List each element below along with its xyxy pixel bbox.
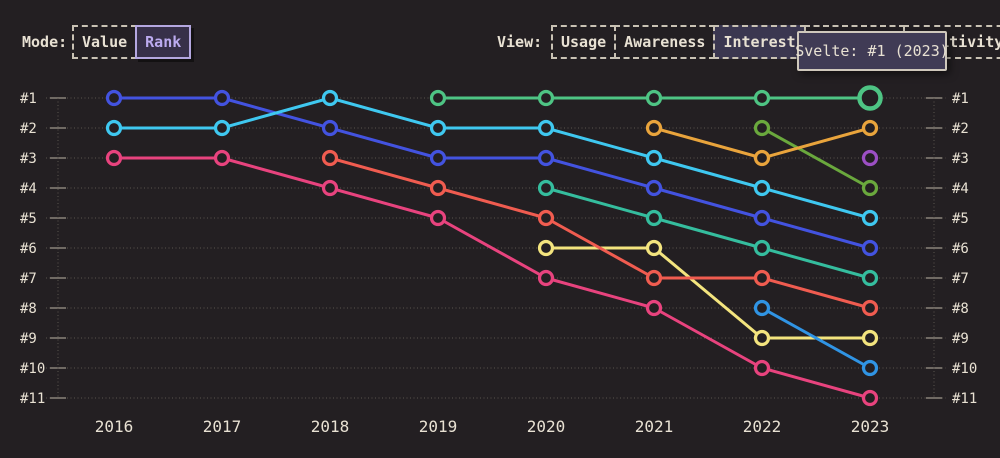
mode-button-group: Value Rank (72, 25, 192, 59)
data-point-salmon[interactable] (321, 149, 339, 167)
year-label: 2017 (203, 417, 242, 436)
data-point-blue[interactable] (429, 149, 447, 167)
rank-label-right: #2 (952, 121, 969, 137)
data-point-pink[interactable] (213, 149, 231, 167)
rank-label-right: #6 (952, 241, 969, 257)
year-label: 2023 (851, 417, 890, 436)
rank-label-left: #2 (20, 121, 37, 137)
data-point-cyan[interactable] (861, 209, 879, 227)
data-point-blue[interactable] (105, 89, 123, 107)
data-point-cyan[interactable] (537, 119, 555, 137)
series-line-dodger-blue (760, 306, 872, 370)
year-label: 2022 (743, 417, 782, 436)
data-point-pink[interactable] (537, 269, 555, 287)
data-point-cyan[interactable] (645, 149, 663, 167)
data-point-teal[interactable] (861, 269, 879, 287)
series-line-teal (544, 186, 872, 280)
rank-label-left: #7 (20, 271, 37, 287)
rank-label-right: #9 (952, 331, 969, 347)
rank-label-right: #7 (952, 271, 969, 287)
data-point-blue[interactable] (861, 239, 879, 257)
rank-label-right: #3 (952, 151, 969, 167)
data-point-cyan[interactable] (753, 179, 771, 197)
rank-label-right: #4 (952, 181, 969, 197)
data-point-apple-green[interactable] (753, 119, 771, 137)
data-point-teal[interactable] (537, 179, 555, 197)
mode-button-value[interactable]: Value (72, 25, 138, 59)
rank-label-left: #5 (20, 211, 37, 227)
data-point-dodger-blue[interactable] (861, 359, 879, 377)
svelte-rank-tooltip: Svelte: #1 (2023) (795, 31, 949, 71)
data-point-salmon[interactable] (537, 209, 555, 227)
data-point-svelte[interactable] (429, 89, 447, 107)
view-button-awareness[interactable]: Awareness (614, 25, 716, 59)
year-label: 2016 (95, 417, 134, 436)
series-line-apple-green (760, 126, 872, 190)
year-label: 2020 (527, 417, 566, 436)
data-point-svelte[interactable] (537, 89, 555, 107)
rank-label-left: #3 (20, 151, 37, 167)
rank-label-left: #9 (20, 331, 37, 347)
mode-button-rank[interactable]: Rank (135, 25, 192, 59)
data-point-yellow[interactable] (537, 239, 555, 257)
data-point-apple-green[interactable] (861, 179, 879, 197)
rank-label-left: #10 (20, 361, 45, 377)
data-point-yellow[interactable] (645, 239, 663, 257)
data-point-yellow[interactable] (861, 329, 879, 347)
rank-label-left: #8 (20, 301, 37, 317)
view-label: View: (497, 33, 543, 51)
data-point-blue[interactable] (537, 149, 555, 167)
rank-label-right: #11 (952, 391, 977, 407)
data-point-cyan[interactable] (429, 119, 447, 137)
data-point-orange[interactable] (753, 149, 771, 167)
rank-label-right: #1 (952, 91, 969, 107)
year-label: 2021 (635, 417, 674, 436)
data-point-blue[interactable] (645, 179, 663, 197)
view-button-usage[interactable]: Usage (551, 25, 617, 59)
data-point-pink[interactable] (321, 179, 339, 197)
data-point-pink[interactable] (861, 389, 879, 407)
data-point-svelte[interactable] (645, 89, 663, 107)
series-line-blue (112, 96, 872, 250)
rank-label-left: #1 (20, 91, 37, 107)
series-line-pink (112, 156, 872, 400)
data-point-salmon[interactable] (429, 179, 447, 197)
view-button-interest[interactable]: Interest (713, 25, 806, 59)
rank-label-right: #5 (952, 211, 969, 227)
data-point-salmon[interactable] (861, 299, 879, 317)
data-point-pink[interactable] (105, 149, 123, 167)
rank-label-right: #10 (952, 361, 977, 377)
data-point-teal[interactable] (645, 209, 663, 227)
data-point-orange[interactable] (645, 119, 663, 137)
rank-label-left: #6 (20, 241, 37, 257)
series-line-salmon (328, 156, 872, 310)
data-point-cyan[interactable] (213, 119, 231, 137)
data-point-blue[interactable] (213, 89, 231, 107)
data-point-teal[interactable] (753, 239, 771, 257)
data-point-blue[interactable] (321, 119, 339, 137)
series-line-cyan (112, 96, 872, 220)
data-point-pink[interactable] (645, 299, 663, 317)
year-label: 2018 (311, 417, 350, 436)
data-point-purple[interactable] (861, 149, 879, 167)
data-point-pink[interactable] (753, 359, 771, 377)
data-point-pink[interactable] (429, 209, 447, 227)
data-point-dodger-blue[interactable] (753, 299, 771, 317)
data-point-yellow[interactable] (753, 329, 771, 347)
data-point-orange[interactable] (861, 119, 879, 137)
data-point-salmon[interactable] (645, 269, 663, 287)
rank-label-left: #4 (20, 181, 37, 197)
data-point-highlight-svelte[interactable] (857, 85, 883, 111)
data-point-cyan[interactable] (105, 119, 123, 137)
data-point-blue[interactable] (753, 209, 771, 227)
mode-label: Mode: (22, 33, 68, 51)
data-point-cyan[interactable] (321, 89, 339, 107)
year-label: 2019 (419, 417, 458, 436)
rank-label-right: #8 (952, 301, 969, 317)
data-point-salmon[interactable] (753, 269, 771, 287)
data-point-svelte[interactable] (753, 89, 771, 107)
rank-label-left: #11 (20, 391, 45, 407)
